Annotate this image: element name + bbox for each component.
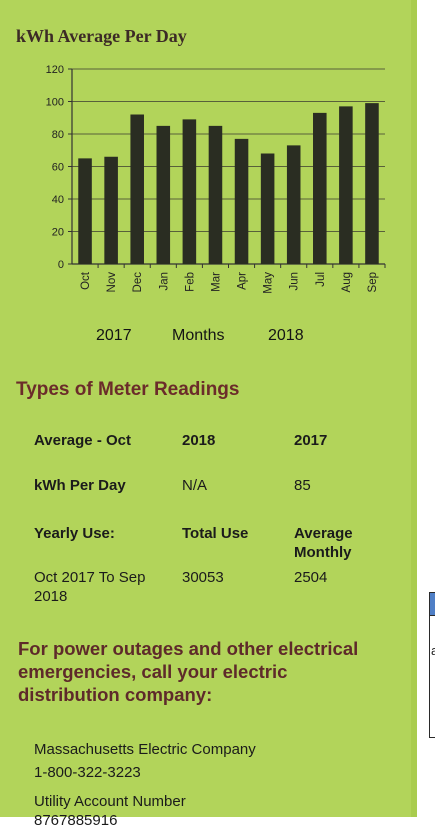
x-tick-label-aug: Aug [341, 272, 353, 292]
usage-bar-chart: 0 20 40 60 80 100 120 Oct Nov Dec Jan Feb Mar Apr May J… [46, 64, 386, 294]
year-label-2018: 2018 [268, 327, 304, 344]
year-label-2017: 2017 [96, 327, 132, 344]
x-tick-label-feb: Feb [184, 272, 196, 292]
x-tick-label-oct: Oct [80, 271, 92, 290]
x-tick-label-dec: Dec [132, 272, 144, 293]
y-tick-label-100: 100 [46, 97, 64, 109]
card-divider [430, 615, 435, 616]
meter-readings-heading: Types of Meter Readings [16, 379, 240, 400]
bar-feb [182, 119, 197, 264]
account-number: 8767885916 [34, 812, 118, 829]
card-header-bar [430, 593, 435, 615]
bar-aug [339, 106, 353, 264]
readings-cell-r0c0: Average - Oct [34, 432, 131, 449]
readings-cell-r1c0: kWh Per Day [34, 477, 126, 494]
bar-jun [286, 145, 301, 264]
bar-oct [78, 158, 92, 264]
readings-cell-r3c1: 30053 [182, 569, 224, 586]
y-tick-label-60: 60 [52, 162, 64, 174]
bar-jul [313, 112, 327, 264]
readings-cell-r2c2: Average Monthly [294, 525, 353, 561]
readings-cell-r3c0: Oct 2017 To Sep 2018 [34, 569, 146, 605]
bar-sep [365, 103, 379, 264]
x-tick-label-mar: Mar [210, 272, 222, 292]
x-tick-label-sep: Sep [367, 272, 379, 292]
readings-cell-r1c1: N/A [182, 477, 208, 494]
y-tick-label-40: 40 [52, 194, 64, 206]
bar-dec [130, 114, 144, 264]
x-tick-label-jan: Jan [158, 272, 170, 291]
x-tick-label-may: May [263, 272, 275, 294]
usage-panel: kWh Average Per Day 0 20 40 60 80 100 120 Oct No… [0, 0, 417, 829]
card-text-fragment: a [431, 643, 435, 658]
y-tick-label-120: 120 [46, 64, 64, 76]
bar-nov [104, 156, 118, 264]
account-number-label: Utility Account Number [34, 793, 186, 810]
bar-mar [208, 125, 223, 264]
readings-cell-r2c0: Yearly Use: [34, 525, 115, 542]
bar-apr [234, 138, 249, 264]
x-tick-label-jul: Jul [315, 272, 327, 287]
y-tick-label-80: 80 [52, 129, 64, 141]
adjacent-card-fragment: a [429, 592, 435, 738]
readings-cell-r3c2: 2504 [294, 569, 328, 586]
x-tick-label-apr: Apr [237, 272, 249, 290]
outage-notice: For power outages and other electrical e… [18, 638, 359, 705]
x-tick-label-jun: Jun [289, 272, 301, 291]
readings-cell-r0c1: 2018 [182, 432, 216, 449]
readings-cell-r2c1: Total Use [182, 525, 249, 542]
readings-cell-r0c2: 2017 [294, 432, 328, 449]
utility-phone: 1-800-322-3223 [34, 764, 141, 781]
x-tick-label-nov: Nov [106, 272, 118, 293]
y-tick-label-0: 0 [58, 259, 64, 271]
readings-cell-r1c2: 85 [294, 477, 311, 494]
bar-may [260, 153, 275, 264]
chart-title: kWh Average Per Day [16, 26, 187, 46]
utility-company-name: Massachusetts Electric Company [34, 741, 256, 758]
bar-jan [156, 125, 171, 264]
x-axis-label: Months [172, 327, 225, 344]
y-tick-label-20: 20 [52, 227, 64, 239]
